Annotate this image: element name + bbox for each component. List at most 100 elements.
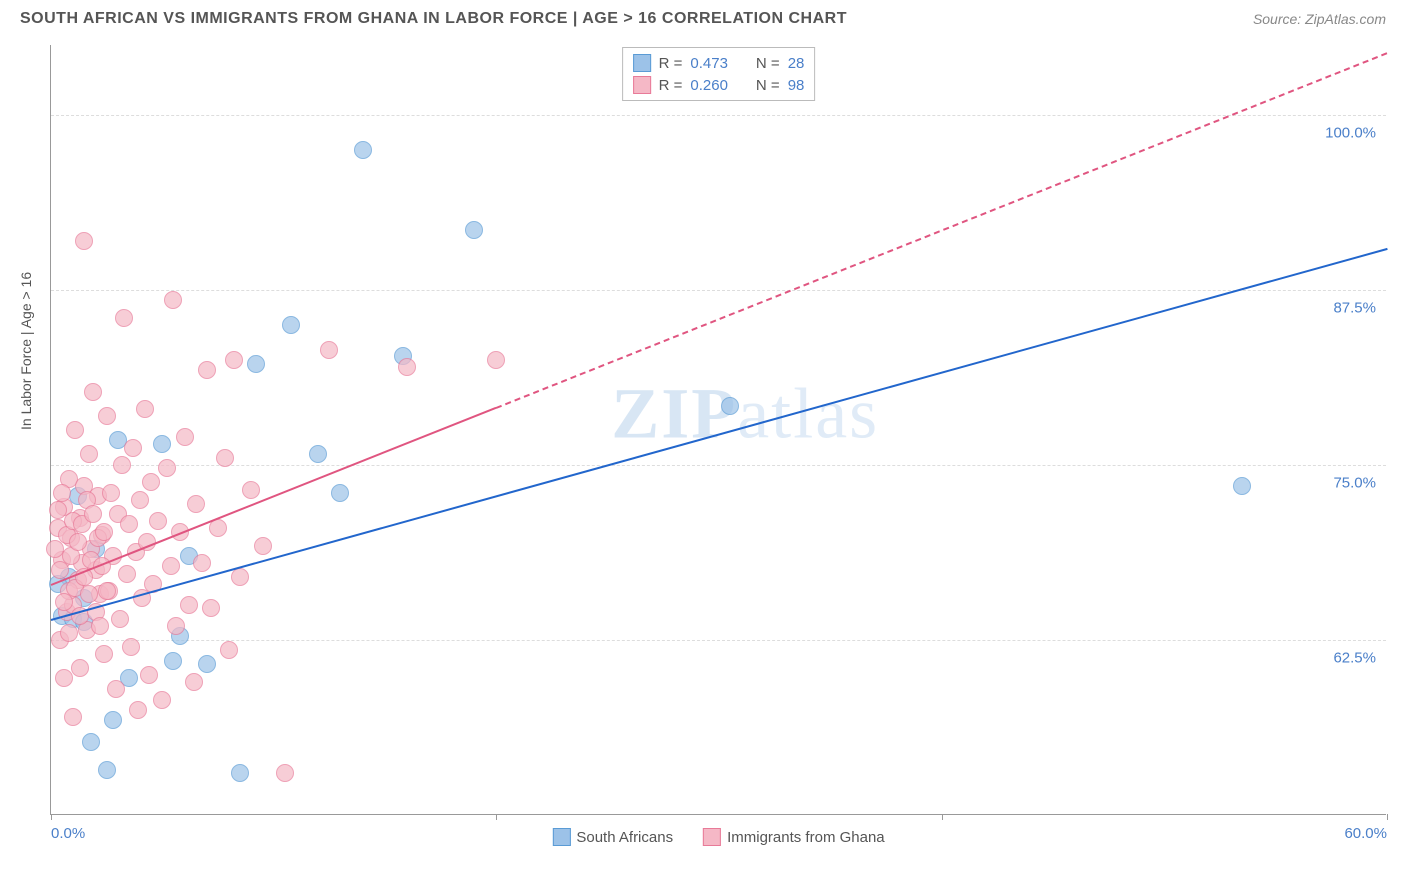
legend-series-item: Immigrants from Ghana bbox=[703, 828, 885, 846]
scatter-point bbox=[80, 585, 98, 603]
y-axis-label: In Labor Force | Age > 16 bbox=[18, 272, 34, 430]
scatter-point bbox=[113, 456, 131, 474]
x-tick-label: 0.0% bbox=[51, 825, 85, 842]
legend-swatch bbox=[633, 76, 651, 94]
legend-r-value: 0.260 bbox=[690, 77, 728, 94]
scatter-point bbox=[465, 221, 483, 239]
scatter-point bbox=[84, 383, 102, 401]
legend-swatch bbox=[633, 54, 651, 72]
scatter-point bbox=[140, 666, 158, 684]
scatter-point bbox=[49, 501, 67, 519]
scatter-point bbox=[162, 557, 180, 575]
gridline-h bbox=[51, 465, 1386, 466]
legend-swatch bbox=[552, 828, 570, 846]
x-tick bbox=[496, 814, 497, 820]
scatter-point bbox=[104, 711, 122, 729]
scatter-point bbox=[124, 439, 142, 457]
y-tick-label: 75.0% bbox=[1333, 475, 1376, 492]
scatter-point bbox=[64, 708, 82, 726]
scatter-point bbox=[120, 515, 138, 533]
scatter-point bbox=[98, 582, 116, 600]
scatter-point bbox=[185, 673, 203, 691]
scatter-point bbox=[118, 565, 136, 583]
scatter-point bbox=[247, 355, 265, 373]
scatter-point bbox=[198, 361, 216, 379]
source-label: Source: ZipAtlas.com bbox=[1253, 11, 1386, 27]
scatter-point bbox=[98, 407, 116, 425]
scatter-point bbox=[122, 638, 140, 656]
scatter-point bbox=[149, 512, 167, 530]
scatter-point bbox=[82, 733, 100, 751]
scatter-point bbox=[193, 554, 211, 572]
scatter-point bbox=[66, 421, 84, 439]
scatter-point bbox=[80, 445, 98, 463]
gridline-h bbox=[51, 115, 1386, 116]
legend-n-value: 28 bbox=[788, 55, 805, 72]
scatter-point bbox=[721, 397, 739, 415]
scatter-point bbox=[131, 491, 149, 509]
y-tick-label: 87.5% bbox=[1333, 300, 1376, 317]
scatter-point bbox=[102, 484, 120, 502]
scatter-point bbox=[231, 568, 249, 586]
scatter-point bbox=[276, 764, 294, 782]
scatter-point bbox=[95, 645, 113, 663]
scatter-point bbox=[158, 459, 176, 477]
scatter-point bbox=[220, 641, 238, 659]
scatter-point bbox=[136, 400, 154, 418]
scatter-point bbox=[487, 351, 505, 369]
legend-r-label: R = bbox=[659, 77, 683, 94]
y-tick-label: 100.0% bbox=[1325, 125, 1376, 142]
scatter-point bbox=[60, 624, 78, 642]
legend-n-label: N = bbox=[756, 55, 780, 72]
scatter-point bbox=[95, 523, 113, 541]
legend-stat-row: R = 0.260 N = 98 bbox=[633, 74, 805, 96]
scatter-point bbox=[176, 428, 194, 446]
y-tick-label: 62.5% bbox=[1333, 650, 1376, 667]
trend-line bbox=[496, 52, 1387, 409]
scatter-point bbox=[242, 481, 260, 499]
legend-series-item: South Africans bbox=[552, 828, 673, 846]
scatter-point bbox=[320, 341, 338, 359]
gridline-h bbox=[51, 290, 1386, 291]
scatter-point bbox=[225, 351, 243, 369]
legend-series-label: South Africans bbox=[576, 829, 673, 846]
scatter-point bbox=[231, 764, 249, 782]
scatter-point bbox=[398, 358, 416, 376]
legend-series: South Africans Immigrants from Ghana bbox=[552, 828, 884, 846]
scatter-point bbox=[91, 617, 109, 635]
x-tick bbox=[1387, 814, 1388, 820]
scatter-point bbox=[282, 316, 300, 334]
scatter-point bbox=[354, 141, 372, 159]
legend-swatch bbox=[703, 828, 721, 846]
scatter-point bbox=[98, 761, 116, 779]
scatter-point bbox=[180, 596, 198, 614]
scatter-point bbox=[84, 505, 102, 523]
scatter-point bbox=[167, 617, 185, 635]
x-tick bbox=[51, 814, 52, 820]
scatter-point bbox=[153, 691, 171, 709]
watermark-text: ZIPatlas bbox=[611, 373, 879, 456]
x-tick bbox=[942, 814, 943, 820]
scatter-point bbox=[254, 537, 272, 555]
scatter-point bbox=[153, 435, 171, 453]
scatter-point bbox=[69, 533, 87, 551]
chart-plot-area: ZIPatlas R = 0.473N = 28R = 0.260N = 98 … bbox=[50, 45, 1386, 815]
scatter-point bbox=[202, 599, 220, 617]
scatter-point bbox=[187, 495, 205, 513]
legend-r-label: R = bbox=[659, 55, 683, 72]
legend-series-label: Immigrants from Ghana bbox=[727, 829, 885, 846]
legend-stat-row: R = 0.473 N = 28 bbox=[633, 52, 805, 74]
scatter-point bbox=[164, 652, 182, 670]
legend-n-label: N = bbox=[756, 77, 780, 94]
scatter-point bbox=[71, 659, 89, 677]
scatter-point bbox=[216, 449, 234, 467]
scatter-point bbox=[331, 484, 349, 502]
gridline-h bbox=[51, 640, 1386, 641]
legend-r-value: 0.473 bbox=[690, 55, 728, 72]
trend-line bbox=[51, 248, 1388, 621]
scatter-point bbox=[107, 680, 125, 698]
x-tick-label: 60.0% bbox=[1344, 825, 1387, 842]
legend-n-value: 98 bbox=[788, 77, 805, 94]
scatter-point bbox=[115, 309, 133, 327]
scatter-point bbox=[53, 484, 71, 502]
